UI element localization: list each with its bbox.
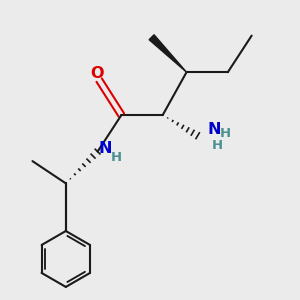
Text: N: N bbox=[207, 122, 221, 137]
Polygon shape bbox=[149, 35, 187, 72]
Text: H: H bbox=[111, 151, 122, 164]
Text: H: H bbox=[212, 139, 223, 152]
Text: N: N bbox=[99, 141, 112, 156]
Text: H: H bbox=[220, 127, 231, 140]
Text: O: O bbox=[90, 66, 104, 81]
